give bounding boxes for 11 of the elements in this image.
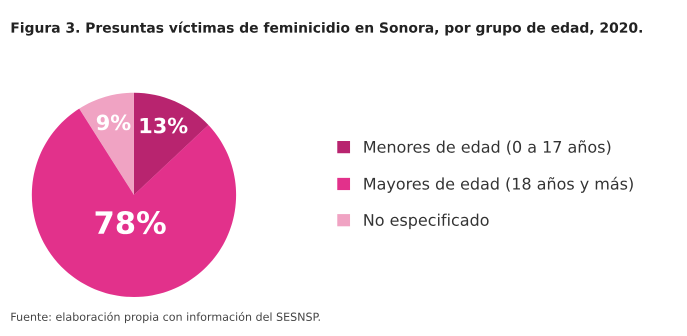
legend-label: No especificado (364, 214, 489, 230)
chart-title: Figura 3. Presuntas víctimas de feminicidio en Sonora, por grupo de edad, 2020. (12, 22, 642, 36)
pie-slice (79, 92, 134, 195)
data-label: 78% (96, 211, 166, 234)
legend-label: Mayores de edad (18 años y más) (364, 176, 633, 193)
pie-slice (134, 92, 208, 195)
legend-label: Menores de edad (0 a 17 años) (364, 140, 610, 155)
data-label: 13% (140, 118, 188, 134)
source-note: Fuente: elaboración propia con información del SESNSP. (11, 312, 320, 324)
pie-slice (32, 108, 236, 298)
data-label: 9% (96, 114, 130, 130)
